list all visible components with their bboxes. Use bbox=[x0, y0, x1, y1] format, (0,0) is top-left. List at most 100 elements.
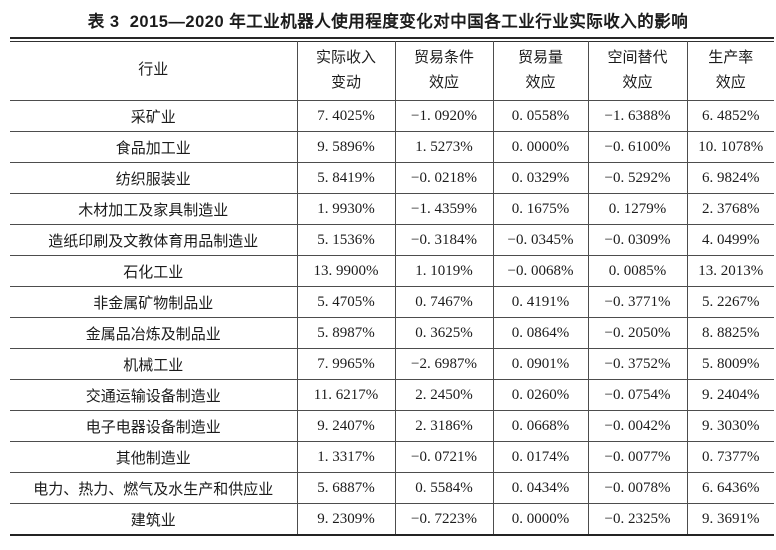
value-cell: −0. 0721% bbox=[395, 441, 494, 473]
value-cell: 1. 5273% bbox=[395, 131, 494, 163]
industry-cell: 纺织服装业 bbox=[10, 162, 298, 194]
value-cell: 5. 8419% bbox=[297, 162, 396, 194]
value-cell: −0. 0218% bbox=[395, 162, 494, 194]
value-cell: −0. 0078% bbox=[588, 472, 688, 504]
value-cell: 1. 1019% bbox=[395, 255, 494, 287]
value-cell: 0. 0329% bbox=[493, 162, 589, 194]
value-cell: 9. 2404% bbox=[687, 379, 774, 411]
col-header-spatial-substitution-effect: 空间替代 效应 bbox=[588, 41, 688, 101]
industry-cell: 食品加工业 bbox=[10, 131, 298, 163]
industry-cell: 非金属矿物制品业 bbox=[10, 286, 298, 318]
value-cell: 10. 1078% bbox=[687, 131, 774, 163]
col-header-label: 行业 bbox=[138, 62, 169, 79]
value-cell: 0. 0260% bbox=[493, 379, 589, 411]
industry-cell: 机械工业 bbox=[10, 348, 298, 380]
industry-cell: 木材加工及家具制造业 bbox=[10, 193, 298, 225]
col-header-trade-volume-effect: 贸易量 效应 bbox=[493, 41, 589, 101]
value-cell: −0. 0068% bbox=[493, 255, 589, 287]
value-cell: 11. 6217% bbox=[297, 379, 396, 411]
value-cell: 2. 3186% bbox=[395, 410, 494, 442]
value-cell: 7. 9965% bbox=[297, 348, 396, 380]
value-cell: 2. 3768% bbox=[687, 193, 774, 225]
value-cell: 9. 3030% bbox=[687, 410, 774, 442]
col-header-real-income-change: 实际收入 变动 bbox=[297, 41, 396, 101]
value-cell: 0. 7377% bbox=[687, 441, 774, 473]
value-cell: −0. 0042% bbox=[588, 410, 688, 442]
table-body: 采矿业 7. 4025% −1. 0920% 0. 0558% −1. 6388% 6. … bbox=[10, 100, 774, 535]
industry-cell: 采矿业 bbox=[10, 100, 298, 132]
value-cell: 0. 0901% bbox=[493, 348, 589, 380]
value-cell: −0. 3184% bbox=[395, 224, 494, 256]
value-cell: 0. 1279% bbox=[588, 193, 688, 225]
value-cell: 5. 8009% bbox=[687, 348, 774, 380]
table-row: 金属品冶炼及制品业 5. 8987% 0. 3625% 0. 0864% −0. 205… bbox=[10, 317, 774, 349]
table-row: 食品加工业 9. 5896% 1. 5273% 0. 0000% −0. 6100% 10… bbox=[10, 131, 774, 163]
col-header-label: 贸易量 bbox=[517, 49, 563, 66]
value-cell: 6. 4852% bbox=[687, 100, 774, 132]
industry-cell: 金属品冶炼及制品业 bbox=[10, 317, 298, 349]
value-cell: −0. 6100% bbox=[588, 131, 688, 163]
value-cell: 0. 0000% bbox=[493, 131, 589, 163]
value-cell: 0. 0000% bbox=[493, 503, 589, 535]
value-cell: 5. 2267% bbox=[687, 286, 774, 318]
col-header-label: 效应 bbox=[428, 75, 459, 91]
table-row: 木材加工及家具制造业 1. 9930% −1. 4359% 0. 1675% 0. 12… bbox=[10, 193, 774, 225]
value-cell: 0. 0085% bbox=[588, 255, 688, 287]
value-cell: −0. 0345% bbox=[493, 224, 589, 256]
table-row: 采矿业 7. 4025% −1. 0920% 0. 0558% −1. 6388% 6. … bbox=[10, 100, 774, 132]
value-cell: 5. 1536% bbox=[297, 224, 396, 256]
col-header-label: 变动 bbox=[330, 75, 361, 91]
value-cell: 5. 4705% bbox=[297, 286, 396, 318]
table-container: 行业 实际收入 变动 贸易条件 效应 贸易量 效应 bbox=[10, 37, 774, 536]
table-row: 交通运输设备制造业 11. 6217% 2. 2450% 0. 0260% −0. 07… bbox=[10, 379, 774, 411]
value-cell: 9. 2309% bbox=[297, 503, 396, 535]
industry-cell: 其他制造业 bbox=[10, 441, 298, 473]
value-cell: 1. 3317% bbox=[297, 441, 396, 473]
value-cell: −0. 0754% bbox=[588, 379, 688, 411]
table-caption: 表 3 2015—2020 年工业机器人使用程度变化对中国各工业行业实际收入的影… bbox=[87, 13, 689, 31]
industry-cell: 石化工业 bbox=[10, 255, 298, 287]
value-cell: −0. 3752% bbox=[588, 348, 688, 380]
value-cell: 0. 0174% bbox=[493, 441, 589, 473]
table-row: 造纸印刷及文教体育用品制造业 5. 1536% −0. 3184% −0. 0345%… bbox=[10, 224, 774, 256]
value-cell: 9. 2407% bbox=[297, 410, 396, 442]
value-cell: 8. 8825% bbox=[687, 317, 774, 349]
value-cell: 13. 9900% bbox=[297, 255, 396, 287]
col-header-label: 效应 bbox=[715, 75, 746, 91]
header-row: 行业 实际收入 变动 贸易条件 效应 贸易量 效应 bbox=[10, 41, 774, 101]
value-cell: 9. 3691% bbox=[702, 510, 760, 527]
value-cell: 5. 8987% bbox=[297, 317, 396, 349]
industry-cell: 电力、热力、燃气及水生产和供应业 bbox=[10, 472, 298, 504]
value-cell: 0. 0558% bbox=[493, 100, 589, 132]
value-cell: 0. 3625% bbox=[395, 317, 494, 349]
table-row: 纺织服装业 5. 8419% −0. 0218% 0. 0329% −0. 5292% 6… bbox=[10, 162, 774, 194]
value-cell: 6. 9824% bbox=[687, 162, 774, 194]
table-row: 机械工业 7. 9965% −2. 6987% 0. 0901% −0. 3752% 5.… bbox=[10, 348, 774, 380]
value-cell: 9. 5896% bbox=[297, 131, 396, 163]
value-cell: 0. 0434% bbox=[493, 472, 589, 504]
value-cell: 0. 5584% bbox=[395, 472, 494, 504]
value-cell: −0. 2050% bbox=[588, 317, 688, 349]
value-cell: −1. 6388% bbox=[588, 100, 688, 132]
value-cell: −0. 5292% bbox=[588, 162, 688, 194]
table-row: 建筑业 9. 2309% −0. 7223% 0. 0000% −0. 2325% 9. … bbox=[10, 503, 774, 535]
value-cell: 0. 7467% bbox=[395, 286, 494, 318]
table-row: 非金属矿物制品业 5. 4705% 0. 7467% 0. 4191% −0. 3771… bbox=[10, 286, 774, 318]
income-effects-table: 行业 实际收入 变动 贸易条件 效应 贸易量 效应 bbox=[10, 41, 774, 536]
value-cell: 5. 6887% bbox=[297, 472, 396, 504]
industry-cell: 交通运输设备制造业 bbox=[10, 379, 298, 411]
col-header-label: 贸易条件 bbox=[413, 49, 474, 66]
col-header-label: 空间替代 bbox=[607, 49, 668, 66]
col-header-productivity-effect: 生产率 效应 bbox=[687, 41, 774, 101]
industry-cell: 电子电器设备制造业 bbox=[10, 410, 298, 442]
col-header-terms-of-trade-effect: 贸易条件 效应 bbox=[395, 41, 494, 101]
value-cell: −2. 6987% bbox=[395, 348, 494, 380]
value-cell: 2. 2450% bbox=[395, 379, 494, 411]
industry-cell: 造纸印刷及文教体育用品制造业 bbox=[10, 224, 298, 256]
value-cell: −0. 0077% bbox=[588, 441, 688, 473]
industry-cell: 建筑业 bbox=[10, 503, 298, 535]
value-cell: −1. 4359% bbox=[395, 193, 494, 225]
table-row: 其他制造业 1. 3317% −0. 0721% 0. 0174% −0. 0077% 0… bbox=[10, 441, 774, 473]
col-header-label: 实际收入 bbox=[315, 49, 376, 66]
